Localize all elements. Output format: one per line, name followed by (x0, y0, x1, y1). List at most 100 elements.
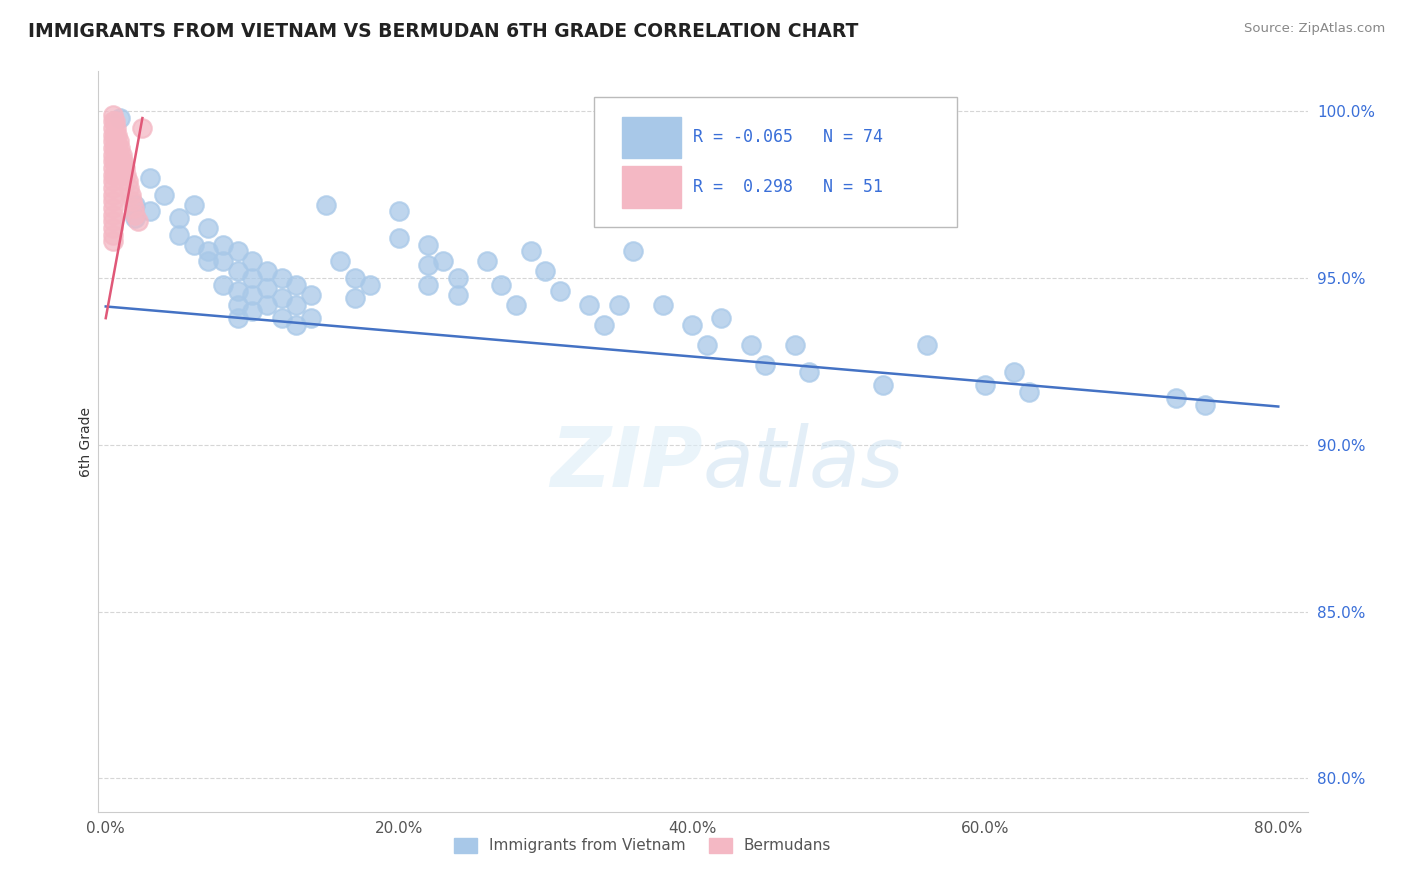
Point (124, 198, 146, 212)
Point (754, 358, 776, 372)
Point (240, 304, 263, 318)
Point (212, 277, 235, 292)
Point (226, 264, 249, 278)
Point (108, 135, 131, 149)
Point (101, 221, 124, 235)
Point (101, 154, 124, 169)
Point (534, 264, 557, 278)
Point (974, 377, 997, 392)
Point (240, 254, 263, 268)
Point (101, 181, 124, 195)
Point (101, 168, 124, 182)
Point (153, 187, 176, 202)
Point (107, 141, 129, 155)
Point (103, 154, 125, 169)
Point (388, 231, 411, 245)
Point (285, 318, 308, 332)
Point (117, 174, 139, 188)
Point (270, 271, 292, 285)
FancyBboxPatch shape (595, 97, 957, 227)
Point (101, 147, 124, 161)
Point (299, 311, 322, 326)
Point (114, 161, 136, 175)
Point (138, 171, 160, 186)
Point (121, 194, 143, 209)
Point (491, 277, 513, 292)
Legend: Immigrants from Vietnam, Bermudans: Immigrants from Vietnam, Bermudans (449, 831, 837, 860)
Point (872, 377, 894, 392)
Point (101, 227, 124, 242)
Y-axis label: 6th Grade: 6th Grade (79, 407, 93, 476)
Point (197, 221, 219, 235)
Point (101, 174, 124, 188)
Point (432, 254, 454, 268)
Point (105, 121, 128, 136)
Point (285, 298, 308, 312)
Point (105, 147, 128, 161)
Point (446, 271, 468, 285)
Point (607, 298, 630, 312)
Point (101, 161, 124, 175)
Point (740, 338, 762, 352)
Point (127, 214, 149, 228)
Point (783, 338, 806, 352)
Point (101, 214, 124, 228)
FancyBboxPatch shape (621, 117, 682, 158)
Point (183, 198, 205, 212)
Point (122, 201, 145, 215)
Point (388, 204, 411, 219)
Point (270, 311, 292, 326)
Point (111, 147, 134, 161)
Point (197, 254, 219, 268)
Point (101, 114, 124, 128)
Point (120, 187, 142, 202)
Point (101, 141, 124, 155)
Point (710, 311, 733, 326)
Point (696, 338, 718, 352)
Point (103, 168, 125, 182)
Point (138, 204, 160, 219)
Point (621, 244, 644, 259)
Point (285, 277, 308, 292)
Point (101, 235, 124, 249)
Point (101, 201, 124, 215)
Point (103, 114, 125, 128)
Point (212, 237, 235, 252)
Point (101, 121, 124, 136)
Point (226, 311, 249, 326)
Point (131, 121, 153, 136)
Point (343, 271, 366, 285)
Point (108, 161, 131, 175)
Point (167, 211, 190, 226)
Point (359, 277, 381, 292)
Point (226, 244, 249, 259)
Text: ZIP: ZIP (550, 423, 703, 504)
Text: atlas: atlas (703, 423, 904, 504)
Point (103, 141, 125, 155)
Point (226, 285, 249, 299)
Point (183, 237, 205, 252)
Point (197, 244, 219, 259)
Point (110, 141, 132, 155)
Point (1018, 384, 1040, 399)
Point (1164, 391, 1187, 405)
Point (1004, 364, 1026, 378)
Point (101, 208, 124, 222)
Point (418, 237, 440, 252)
Point (1194, 398, 1216, 412)
Point (103, 128, 125, 142)
Point (256, 264, 278, 278)
FancyBboxPatch shape (621, 166, 682, 208)
Point (105, 135, 128, 149)
Point (681, 318, 703, 332)
Point (108, 147, 131, 161)
Point (112, 168, 135, 182)
Point (111, 161, 134, 175)
Point (101, 194, 124, 209)
Point (105, 161, 128, 175)
Text: R = -0.065   N = 74: R = -0.065 N = 74 (693, 128, 883, 146)
Point (475, 254, 498, 268)
Point (101, 135, 124, 149)
Point (101, 187, 124, 202)
Point (226, 298, 249, 312)
